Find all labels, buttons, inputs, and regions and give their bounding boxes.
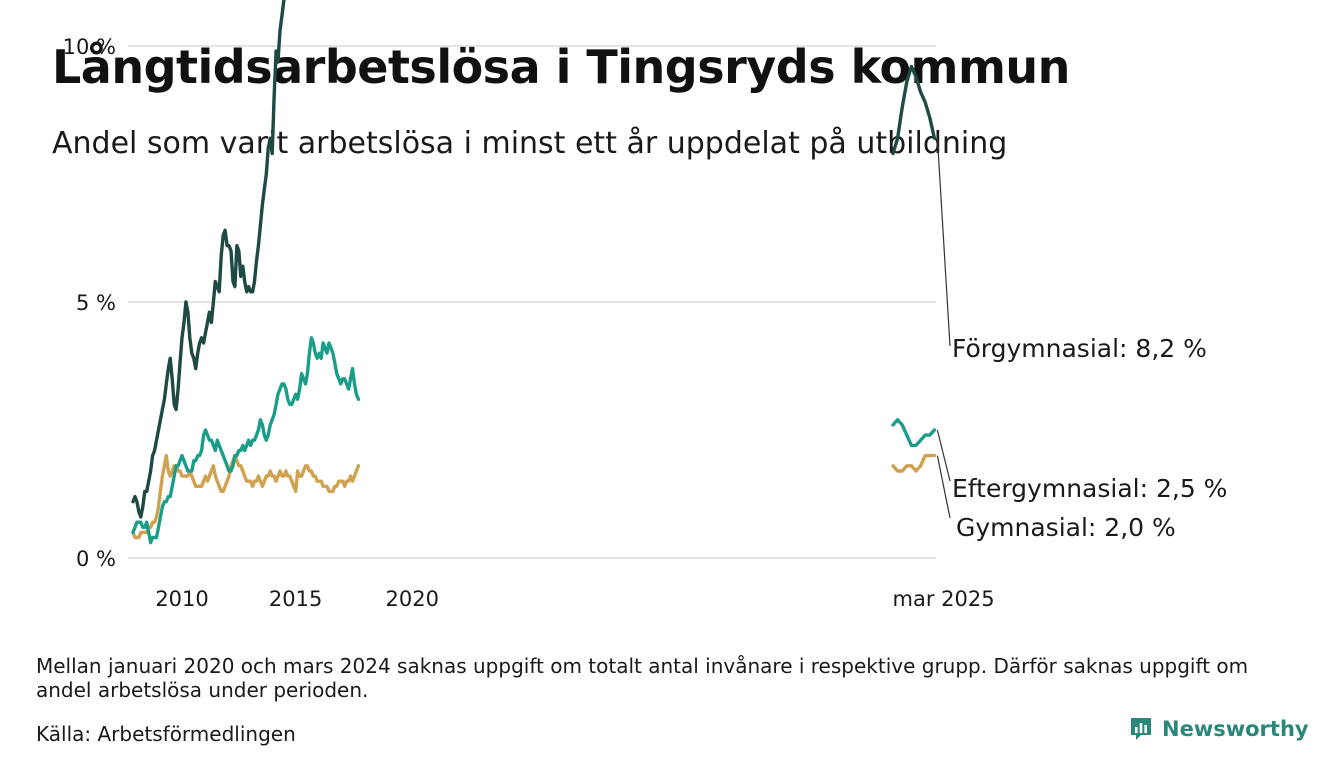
series-label-eftergymnasial: Eftergymnasial: 2,5 %	[952, 474, 1227, 503]
series-line-gymnasial	[131, 453, 361, 540]
series-label-förgymnasial: Förgymnasial: 8,2 %	[952, 334, 1207, 363]
label-leader-line	[936, 455, 951, 519]
chart-title: Långtidsarbetslösa i Tingsryds kommun	[52, 40, 1070, 94]
series-line-eftergymnasial	[131, 336, 361, 545]
y-tick-label: 5 %	[76, 291, 116, 315]
series-lines	[131, 0, 937, 545]
y-tick-label: 10 %	[63, 35, 116, 59]
gridlines	[128, 45, 936, 559]
series-line-eftergymnasial	[891, 418, 937, 448]
chart-subtitle: Andel som varit arbetslösa i minst ett å…	[52, 126, 1008, 161]
x-tick-label: 2020	[386, 587, 439, 611]
x-tick-label: mar 2025	[893, 587, 995, 611]
newsworthy-logo: Newsworthy	[1128, 716, 1309, 742]
y-axis-tick-labels: 0 % 5 % 10 %	[63, 35, 116, 571]
x-axis-tick-labels: 2010 2015 2020 mar 2025	[155, 587, 994, 611]
label-leader-line	[936, 429, 951, 482]
y-tick-label: 0 %	[76, 547, 116, 571]
label-leader-line	[936, 138, 951, 347]
series-line-gymnasial	[891, 453, 937, 473]
x-tick-label: 2010	[155, 587, 208, 611]
series-label-gymnasial: Gymnasial: 2,0 %	[956, 513, 1176, 542]
source-text: Källa: Arbetsförmedlingen	[36, 722, 296, 746]
footnote: Mellan januari 2020 och mars 2024 saknas…	[36, 654, 1249, 702]
line-chart: 0 % 5 % 10 % 2010 2015 2020 mar 2025 Förgymna…	[63, 0, 1227, 611]
x-tick-label: 2015	[269, 587, 322, 611]
bar-chart-icon	[1131, 718, 1151, 740]
series-line-förgymnasial	[131, 0, 286, 519]
brand-name: Newsworthy	[1162, 717, 1309, 741]
series-line-förgymnasial	[891, 64, 937, 156]
series-labels: Förgymnasial: 8,2 % Eftergymnasial: 2,5 %…	[936, 138, 1227, 542]
